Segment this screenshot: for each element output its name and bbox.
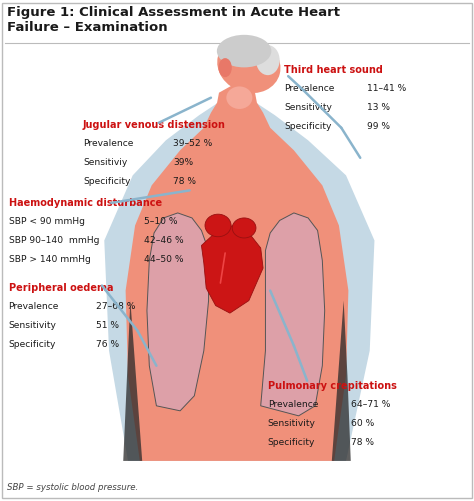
Ellipse shape — [217, 37, 281, 93]
Text: 11–41 %: 11–41 % — [367, 84, 407, 93]
Text: 99 %: 99 % — [367, 122, 391, 131]
Text: Pulmonary crepitations: Pulmonary crepitations — [268, 381, 397, 391]
Ellipse shape — [205, 214, 231, 237]
Text: Sensitivity: Sensitivity — [284, 103, 332, 112]
Text: SBP = systolic blood pressure.: SBP = systolic blood pressure. — [7, 483, 138, 492]
Text: Sensitiviy: Sensitiviy — [83, 158, 127, 167]
Polygon shape — [126, 83, 348, 461]
Polygon shape — [147, 213, 209, 411]
Text: SBP > 140 mmHg: SBP > 140 mmHg — [9, 255, 91, 264]
Text: 13 %: 13 % — [367, 103, 391, 112]
Text: 64–71 %: 64–71 % — [351, 400, 390, 409]
Text: Haemodynamic disturbance: Haemodynamic disturbance — [9, 198, 162, 208]
Text: SBP 90–140  mmHg: SBP 90–140 mmHg — [9, 236, 99, 245]
Text: Specificity: Specificity — [268, 438, 315, 447]
Text: 5–10 %: 5–10 % — [144, 217, 177, 226]
Polygon shape — [201, 225, 263, 313]
Text: 27–68 %: 27–68 % — [96, 302, 136, 311]
Text: Figure 1: Clinical Assessment in Acute Heart: Figure 1: Clinical Assessment in Acute H… — [7, 6, 340, 19]
Text: 78 %: 78 % — [351, 438, 374, 447]
Text: Prevalence: Prevalence — [284, 84, 335, 93]
Text: Prevalence: Prevalence — [83, 139, 133, 148]
Text: Peripheral oedema: Peripheral oedema — [9, 283, 113, 293]
Text: Prevalence: Prevalence — [268, 400, 318, 409]
Text: 39%: 39% — [173, 158, 193, 167]
Text: Failure – Examination: Failure – Examination — [7, 21, 168, 34]
Text: 76 %: 76 % — [96, 340, 119, 349]
Text: 39–52 %: 39–52 % — [173, 139, 212, 148]
Text: Specificity: Specificity — [284, 122, 332, 131]
Ellipse shape — [232, 218, 256, 238]
Text: Sensitivity: Sensitivity — [268, 419, 316, 428]
Ellipse shape — [227, 87, 252, 109]
Polygon shape — [123, 301, 142, 461]
Text: Third heart sound: Third heart sound — [284, 65, 383, 75]
Text: 42–46 %: 42–46 % — [144, 236, 183, 245]
Ellipse shape — [219, 58, 232, 77]
Text: 78 %: 78 % — [173, 177, 196, 186]
Polygon shape — [261, 213, 325, 416]
Text: Specificity: Specificity — [9, 340, 56, 349]
Ellipse shape — [217, 35, 271, 68]
Polygon shape — [218, 93, 256, 125]
Text: Jugular venous distension: Jugular venous distension — [83, 120, 226, 130]
Text: 44–50 %: 44–50 % — [144, 255, 183, 264]
Text: 60 %: 60 % — [351, 419, 374, 428]
Polygon shape — [104, 90, 374, 461]
Ellipse shape — [256, 45, 280, 75]
Text: Sensitivity: Sensitivity — [9, 321, 56, 330]
Polygon shape — [332, 301, 351, 461]
Text: Specificity: Specificity — [83, 177, 130, 186]
Text: SBP < 90 mmHg: SBP < 90 mmHg — [9, 217, 84, 226]
Text: 51 %: 51 % — [96, 321, 119, 330]
Text: Prevalence: Prevalence — [9, 302, 59, 311]
